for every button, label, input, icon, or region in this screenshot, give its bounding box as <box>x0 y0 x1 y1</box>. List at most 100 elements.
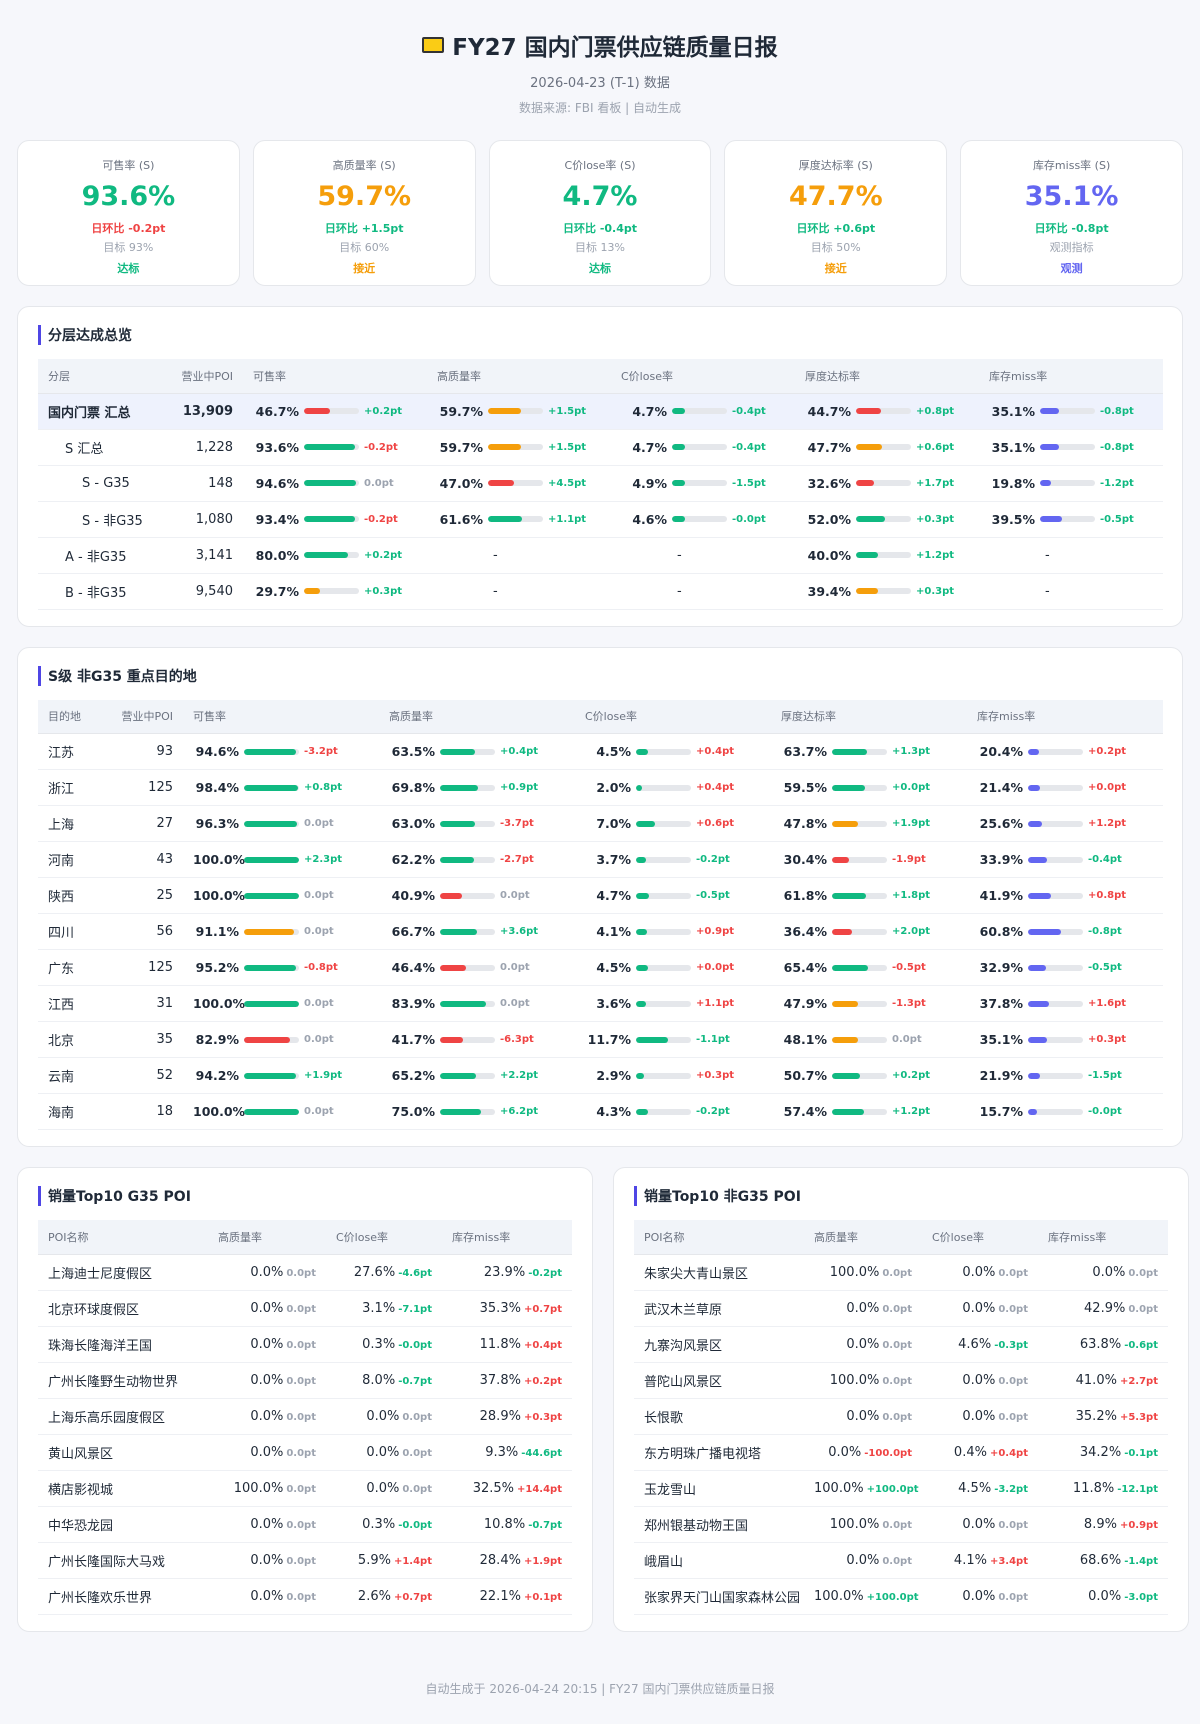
delta: +1.7pt <box>916 477 955 489</box>
tbody: 国内门票 汇总 13,909 46.7% +0.2pt 59.7% +1.5pt 4.7% -… <box>38 393 1163 610</box>
metric-cell: 35.1% -0.8pt <box>979 393 1163 430</box>
metric-value: 100.0% <box>814 1480 864 1496</box>
metric-value: 2.9% <box>596 1068 631 1083</box>
table: 分层 营业中POI 可售率 高质量率 C价lose率 厚度达标率 库存miss率 国内门票 汇… <box>38 359 1163 610</box>
kpi-value: 59.7% <box>317 181 412 212</box>
metric-cell: 95.2% -0.8pt <box>183 949 379 986</box>
column-header: POI名称 <box>38 1220 208 1255</box>
metric-value: 3.7% <box>596 852 631 867</box>
delta: -3.0pt <box>1124 1591 1158 1603</box>
poi-count: 18 <box>103 1093 183 1130</box>
column-header: 营业中POI <box>168 359 243 394</box>
row-name: 北京 <box>38 1021 103 1058</box>
bar-track <box>636 1108 691 1115</box>
delta: +0.2pt <box>892 1070 931 1081</box>
delta: +0.8pt <box>916 405 955 417</box>
metric: 2.0% +0.4pt <box>585 780 761 795</box>
poi-name: 上海乐高乐园度假区 <box>38 1398 208 1435</box>
bar <box>488 408 521 414</box>
delta: -0.5pt <box>892 962 926 973</box>
metric-cell: 0.3% -0.0pt <box>326 1326 442 1363</box>
row: 峨眉山 0.0% 0.0pt 4.1% +3.4pt 68.6% -1.4pt <box>634 1542 1168 1579</box>
bar <box>636 784 642 791</box>
column-header: 目的地 <box>38 699 103 734</box>
metric: 93.6% -0.2pt <box>253 440 417 455</box>
metric-value: 50.7% <box>783 1068 827 1083</box>
header-row: 目的地 营业中POI 可售率 高质量率 C价lose率 厚度达标率 库存miss率 <box>38 699 1163 734</box>
row-name: 江西 <box>38 985 103 1022</box>
delta: +1.1pt <box>696 998 735 1009</box>
metric-value: 39.4% <box>807 583 851 599</box>
bar <box>440 856 475 863</box>
column-header: 高质量率 <box>804 1220 922 1255</box>
row: 长恨歌 0.0% 0.0pt 0.0% 0.0pt 35.2% +5.3pt <box>634 1398 1168 1435</box>
kpi-card: 厚度达标率 (S) 47.7% 日环比 +0.6pt 目标 50% 接近 <box>724 140 948 286</box>
delta: +1.3pt <box>892 746 931 757</box>
bar <box>856 552 878 558</box>
kpi-delta: 日环比 -0.4pt <box>562 222 637 235</box>
metric-value: 0.0% <box>962 1300 996 1316</box>
column-header: 高质量率 <box>208 1220 326 1255</box>
metric-value: 63.0% <box>391 816 435 831</box>
title: FY27 国内门票供应链质量日报 <box>452 35 778 61</box>
metric: 46.4% 0.0pt <box>389 960 565 975</box>
delta: +1.5pt <box>548 405 587 417</box>
footer: 自动生成于 2026-04-24 20:15 | FY27 国内门票供应链质量日… <box>425 1681 775 1696</box>
metric-value: 28.4% <box>479 1552 521 1568</box>
metric: 37.8% +1.6pt <box>977 996 1153 1011</box>
metric-value: 0.0% <box>846 1408 880 1424</box>
metric-value: 4.5% <box>596 960 631 975</box>
table: POI名称 高质量率 C价lose率 库存miss率 上海迪士尼度假区 0.0% 0.0pt… <box>38 1220 572 1615</box>
metric: 94.2% +1.9pt <box>193 1068 369 1083</box>
metric-value: 75.0% <box>391 1104 435 1119</box>
delta: +0.0pt <box>1088 782 1127 793</box>
metric: 32.9% -0.5pt <box>977 960 1153 975</box>
poi-count: 35 <box>103 1021 183 1058</box>
metric-cell: 0.0% 0.0pt <box>922 1398 1038 1435</box>
delta: 0.0pt <box>304 926 334 937</box>
delta: +3.6pt <box>500 926 539 937</box>
metric-value: 25.6% <box>979 816 1023 831</box>
metric-cell: 100.0% +2.3pt <box>183 841 379 878</box>
poi-count: 1,228 <box>168 429 243 466</box>
bar <box>440 964 466 971</box>
bar <box>636 892 649 899</box>
delta: -1.1pt <box>696 1034 730 1045</box>
top-g35-section: 销量Top10 G35 POI POI名称 高质量率 C价lose率 库存miss率 上海… <box>17 1147 593 1632</box>
metric-cell: 47.9% -1.3pt <box>771 985 967 1022</box>
metric-value: 63.7% <box>783 744 827 759</box>
bar-track <box>832 856 887 863</box>
column-header: 厚度达标率 <box>771 699 967 734</box>
header-row: POI名称 高质量率 C价lose率 库存miss率 <box>38 1220 572 1255</box>
metric-cell: 82.9% 0.0pt <box>183 1021 379 1058</box>
kpi-target: 目标 50% <box>810 241 861 254</box>
delta: 0.0pt <box>1128 1267 1158 1279</box>
metric-cell: 52.0% +0.3pt <box>795 501 979 538</box>
bar <box>488 516 522 522</box>
delta: 0.0pt <box>882 1339 912 1351</box>
empty-value: - <box>493 547 498 563</box>
metric-value: 32.6% <box>807 475 851 491</box>
bar <box>244 892 299 899</box>
metric-value: 61.8% <box>783 888 827 903</box>
metric-cell: 3.6% +1.1pt <box>575 985 771 1022</box>
metric: 3.6% +1.1pt <box>585 996 761 1011</box>
delta: +0.7pt <box>523 1303 562 1315</box>
metric: 47.8% +1.9pt <box>781 816 957 831</box>
bar-track <box>1028 1036 1083 1043</box>
bar-track <box>1040 444 1095 450</box>
delta: -0.8pt <box>304 962 338 973</box>
column-header: 库存miss率 <box>1038 1220 1168 1255</box>
column-header: C价lose率 <box>575 699 771 734</box>
row-name: 国内门票 汇总 <box>38 393 168 430</box>
metric-cell: - <box>427 573 611 610</box>
bar-track <box>1028 964 1083 971</box>
metric: 7.0% +0.6pt <box>585 816 761 831</box>
metric-value: 33.9% <box>979 852 1023 867</box>
metric-value: 65.4% <box>783 960 827 975</box>
thead: 目的地 营业中POI 可售率 高质量率 C价lose率 厚度达标率 库存miss率 <box>38 699 1163 734</box>
delta: 0.0pt <box>304 1034 334 1045</box>
metric: 52.0% +0.3pt <box>805 512 969 527</box>
bar-track <box>832 964 887 971</box>
row: 武汉木兰草原 0.0% 0.0pt 0.0% 0.0pt 42.9% 0.0pt <box>634 1290 1168 1327</box>
